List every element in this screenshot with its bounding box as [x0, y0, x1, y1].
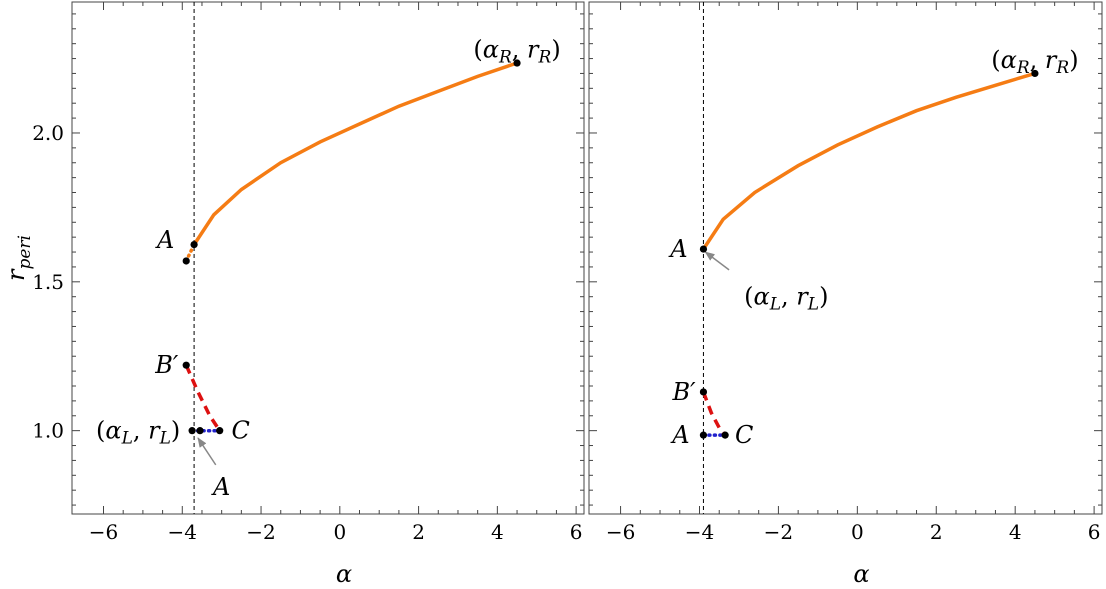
- y-tick-label: 1.0: [32, 419, 64, 443]
- chart-panel-2: −6 −4 −2 0 2 4 6 α A (αR, rR) (αL, rL) B′ A C: [588, 1, 1103, 588]
- data-point: [190, 241, 198, 249]
- point-annotation: (αR, rR): [473, 36, 560, 68]
- point-annotation: B′: [671, 378, 696, 406]
- data-point: [188, 427, 196, 435]
- data-point: [182, 257, 190, 265]
- x-tick-label: −2: [246, 520, 275, 544]
- x-tick-label: 0: [333, 520, 346, 544]
- x-tick-label: 6: [1088, 520, 1101, 544]
- x-tick-label: 4: [491, 520, 504, 544]
- x-tick-label: 6: [570, 520, 583, 544]
- data-point: [699, 388, 708, 396]
- data-point: [216, 427, 224, 435]
- point-annotation: (αL, rL): [96, 417, 180, 449]
- x-tick-label: −4: [685, 520, 714, 544]
- data-point: [699, 431, 708, 439]
- point-annotation: C: [735, 421, 753, 449]
- chart-panel-1: −6 −4 −2 0 2 4 6 1.0 1.5 2.0 α A (αR, rR) B′ (αL, rL) C…: [32, 1, 585, 588]
- plot-frame: [71, 1, 585, 515]
- point-annotation: A: [668, 235, 687, 263]
- y-axis-title: rperi: [2, 235, 35, 281]
- x-tick-label: 0: [851, 520, 864, 544]
- point-annotation: B′: [154, 351, 179, 379]
- x-tick-label: −6: [89, 520, 118, 544]
- x-tick-label: 4: [1009, 520, 1022, 544]
- data-point: [721, 431, 729, 439]
- data-point: [196, 427, 204, 435]
- point-annotation: (αL, rL): [744, 283, 828, 315]
- x-tick-label: −6: [606, 520, 635, 544]
- annotation-arrow: [197, 437, 217, 466]
- x-tick-label: 2: [412, 520, 425, 544]
- data-point: [699, 245, 708, 253]
- x-axis-title: α: [853, 560, 869, 588]
- series-line: [192, 61, 519, 247]
- series-line: [184, 364, 222, 432]
- plot-frame: [588, 1, 1103, 515]
- x-tick-label: −4: [168, 520, 197, 544]
- series-line: [701, 71, 1037, 251]
- data-point: [513, 59, 521, 67]
- y-tick-label: 1.5: [32, 270, 64, 294]
- x-tick-label: 2: [930, 520, 943, 544]
- point-annotation: C: [232, 417, 250, 445]
- x-axis-title: α: [336, 560, 352, 588]
- annotation-arrow: [704, 251, 730, 271]
- series-line: [701, 391, 727, 437]
- point-annotation: A: [155, 226, 174, 254]
- point-annotation: (αR, rR): [991, 46, 1078, 78]
- point-annotation: A: [211, 473, 230, 501]
- point-annotation: A: [670, 421, 689, 449]
- y-tick-label: 2.0: [32, 121, 64, 145]
- data-point: [182, 361, 190, 369]
- x-tick-label: −2: [764, 520, 793, 544]
- data-point: [1031, 69, 1039, 78]
